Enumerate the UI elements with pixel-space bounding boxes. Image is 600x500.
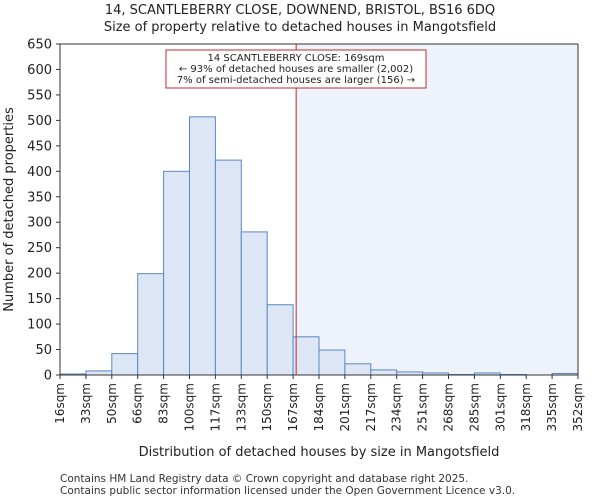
y-tick-label: 300 [27,216,52,231]
histogram-bar [163,170,191,376]
y-tick-label: 250 [27,241,52,256]
y-tick-label: 0 [44,369,52,384]
histogram-bar [370,369,398,376]
y-tick-label: 450 [27,139,52,154]
y-tick-label: 50 [35,343,52,358]
histogram-chart: 0 50 100 150 200 250 300 350 400 450 500 550 600 650 1… [2,38,585,461]
x-tick-label: 117sqm [208,383,222,431]
x-tick-label: 251sqm [416,383,430,431]
histogram-bar [189,116,216,376]
larger-region-shade [296,44,578,375]
x-tick-label: 285sqm [467,383,481,431]
y-tick-label: 650 [27,38,52,53]
x-tick-label: 66sqm [131,383,145,424]
x-tick-label: 167sqm [286,383,300,431]
x-tick-label: 150sqm [260,383,274,431]
x-tick-label: 201sqm [338,383,352,431]
histogram-bar [292,336,320,376]
x-tick-label: 50sqm [105,383,119,424]
histogram-bar [214,159,242,376]
histogram-bar [344,363,372,376]
y-tick-label: 500 [27,114,52,129]
histogram-bar [318,349,346,376]
x-tick-label: 301sqm [493,383,507,431]
y-tick-label: 150 [27,292,52,307]
x-tick-label: 268sqm [442,383,456,431]
histogram-bar [85,370,113,376]
y-axis-title: Number of detached properties [2,107,17,312]
x-tick-label: 234sqm [390,383,404,431]
chart-subtitle: Size of property relative to detached ho… [103,20,497,35]
x-tick-label: 318sqm [519,383,533,431]
x-tick-label: 352sqm [571,383,585,431]
y-tick-label: 400 [27,165,52,180]
y-tick-label: 100 [27,318,52,333]
y-tick-label: 200 [27,267,52,282]
annotation-smaller: ← 93% of detached houses are smaller (2,… [179,64,413,75]
x-tick-label: 335sqm [545,383,559,431]
x-tick-label: 33sqm [79,383,93,424]
x-tick-label: 83sqm [157,383,171,424]
x-axis-title: Distribution of detached houses by size … [139,445,500,460]
x-tick-label: 16sqm [53,383,67,424]
footer-licence: Contains public sector information licen… [60,485,516,497]
x-tick-label: 184sqm [312,383,326,431]
x-tick-label: 100sqm [183,383,197,431]
histogram-bar [137,273,165,376]
y-tick-label: 350 [27,190,52,205]
histogram-bar [240,231,268,376]
y-tick-label: 550 [27,88,52,103]
x-tick-label: 133sqm [234,383,248,431]
annotation-box [165,49,427,89]
annotation-larger: 7% of semi-detached houses are larger (1… [177,75,415,86]
footer-copyright: Contains HM Land Registry data © Crown c… [60,473,469,485]
histogram-bar [111,353,139,376]
histogram-bar [266,304,294,376]
annotation-title: 14 SCANTLEBERRY CLOSE: 169sqm [208,53,385,64]
y-tick-label: 600 [27,63,52,78]
chart-title: 14, SCANTLEBERRY CLOSE, DOWNEND, BRISTOL… [104,3,496,18]
x-tick-label: 217sqm [364,383,378,431]
